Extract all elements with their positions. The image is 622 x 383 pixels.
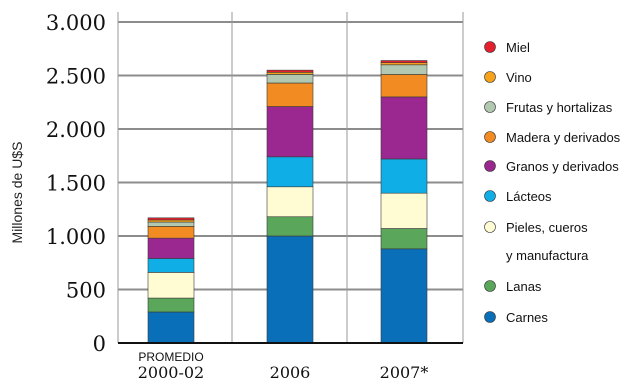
y-axis-ticks: 0 500 1.000 1.500 2.000 2.500 3.000 xyxy=(46,11,106,356)
x-tick-label: 2000-02 xyxy=(138,363,204,382)
bar-segment xyxy=(266,186,314,218)
x-tick-label: 2006 xyxy=(270,363,311,382)
bar-segment xyxy=(380,62,428,66)
legend-label: Granos y derivados xyxy=(506,159,619,174)
legend-label: Pieles, cueros xyxy=(506,220,588,235)
bar-segment xyxy=(147,258,195,273)
y-tick-label: 2.000 xyxy=(46,118,106,142)
legend-marker xyxy=(484,101,496,113)
bars xyxy=(147,60,428,344)
legend-label: Lácteos xyxy=(506,189,552,204)
bar-segment xyxy=(266,156,314,188)
legend-label: Miel xyxy=(506,40,530,55)
bar-segment xyxy=(266,82,314,107)
y-axis-label: Millones de U$S xyxy=(9,142,25,244)
bar-segment xyxy=(380,228,428,250)
bar-segment xyxy=(147,311,195,344)
y-tick-label: 1.000 xyxy=(46,225,106,249)
bar-segment xyxy=(380,248,428,344)
y-tick-label: 0 xyxy=(93,332,106,356)
bar-segment xyxy=(380,96,428,160)
bar-segment xyxy=(380,64,428,75)
legend-label: Carnes xyxy=(506,310,548,325)
legend-marker xyxy=(484,131,496,143)
y-tick-label: 2.500 xyxy=(46,65,106,89)
legend-label: Frutas y hortalizas xyxy=(506,100,613,115)
bar-segment xyxy=(147,297,195,313)
legend-marker xyxy=(484,311,496,323)
bar-segment xyxy=(266,106,314,158)
y-tick-label: 500 xyxy=(66,279,106,303)
legend-marker xyxy=(484,221,496,233)
bar-segment xyxy=(266,235,314,344)
legend-label: Lanas xyxy=(506,279,542,294)
legend-label: Vino xyxy=(506,70,532,85)
bar-segment xyxy=(266,71,314,75)
bar-segment xyxy=(266,69,314,73)
legend-marker xyxy=(484,41,496,53)
legend: Miel Vino Frutas y hortalizas Madera y deri… xyxy=(484,40,621,325)
bar-segment xyxy=(147,221,195,227)
legend-label: y manufactura xyxy=(506,248,589,263)
y-tick-label: 1.500 xyxy=(46,172,106,196)
y-tick-label: 3.000 xyxy=(46,11,106,35)
bar-segment xyxy=(147,219,195,223)
bar-segment xyxy=(380,74,428,98)
bar-segment xyxy=(266,74,314,84)
legend-marker xyxy=(484,190,496,202)
legend-label: Madera y derivados xyxy=(506,130,621,145)
bar-segment xyxy=(147,237,195,259)
legend-marker xyxy=(484,160,496,172)
bar-segment xyxy=(147,217,195,221)
bar-segment xyxy=(380,158,428,194)
bar-segment xyxy=(380,192,428,229)
bar-segment xyxy=(266,216,314,237)
legend-marker xyxy=(484,280,496,292)
bar-segment xyxy=(380,60,428,63)
bar-segment xyxy=(147,226,195,239)
bar-segment xyxy=(147,272,195,299)
legend-marker xyxy=(484,71,496,83)
x-tick-sublabel: PROMEDIO xyxy=(138,350,203,364)
x-tick-label: 2007* xyxy=(380,363,429,382)
